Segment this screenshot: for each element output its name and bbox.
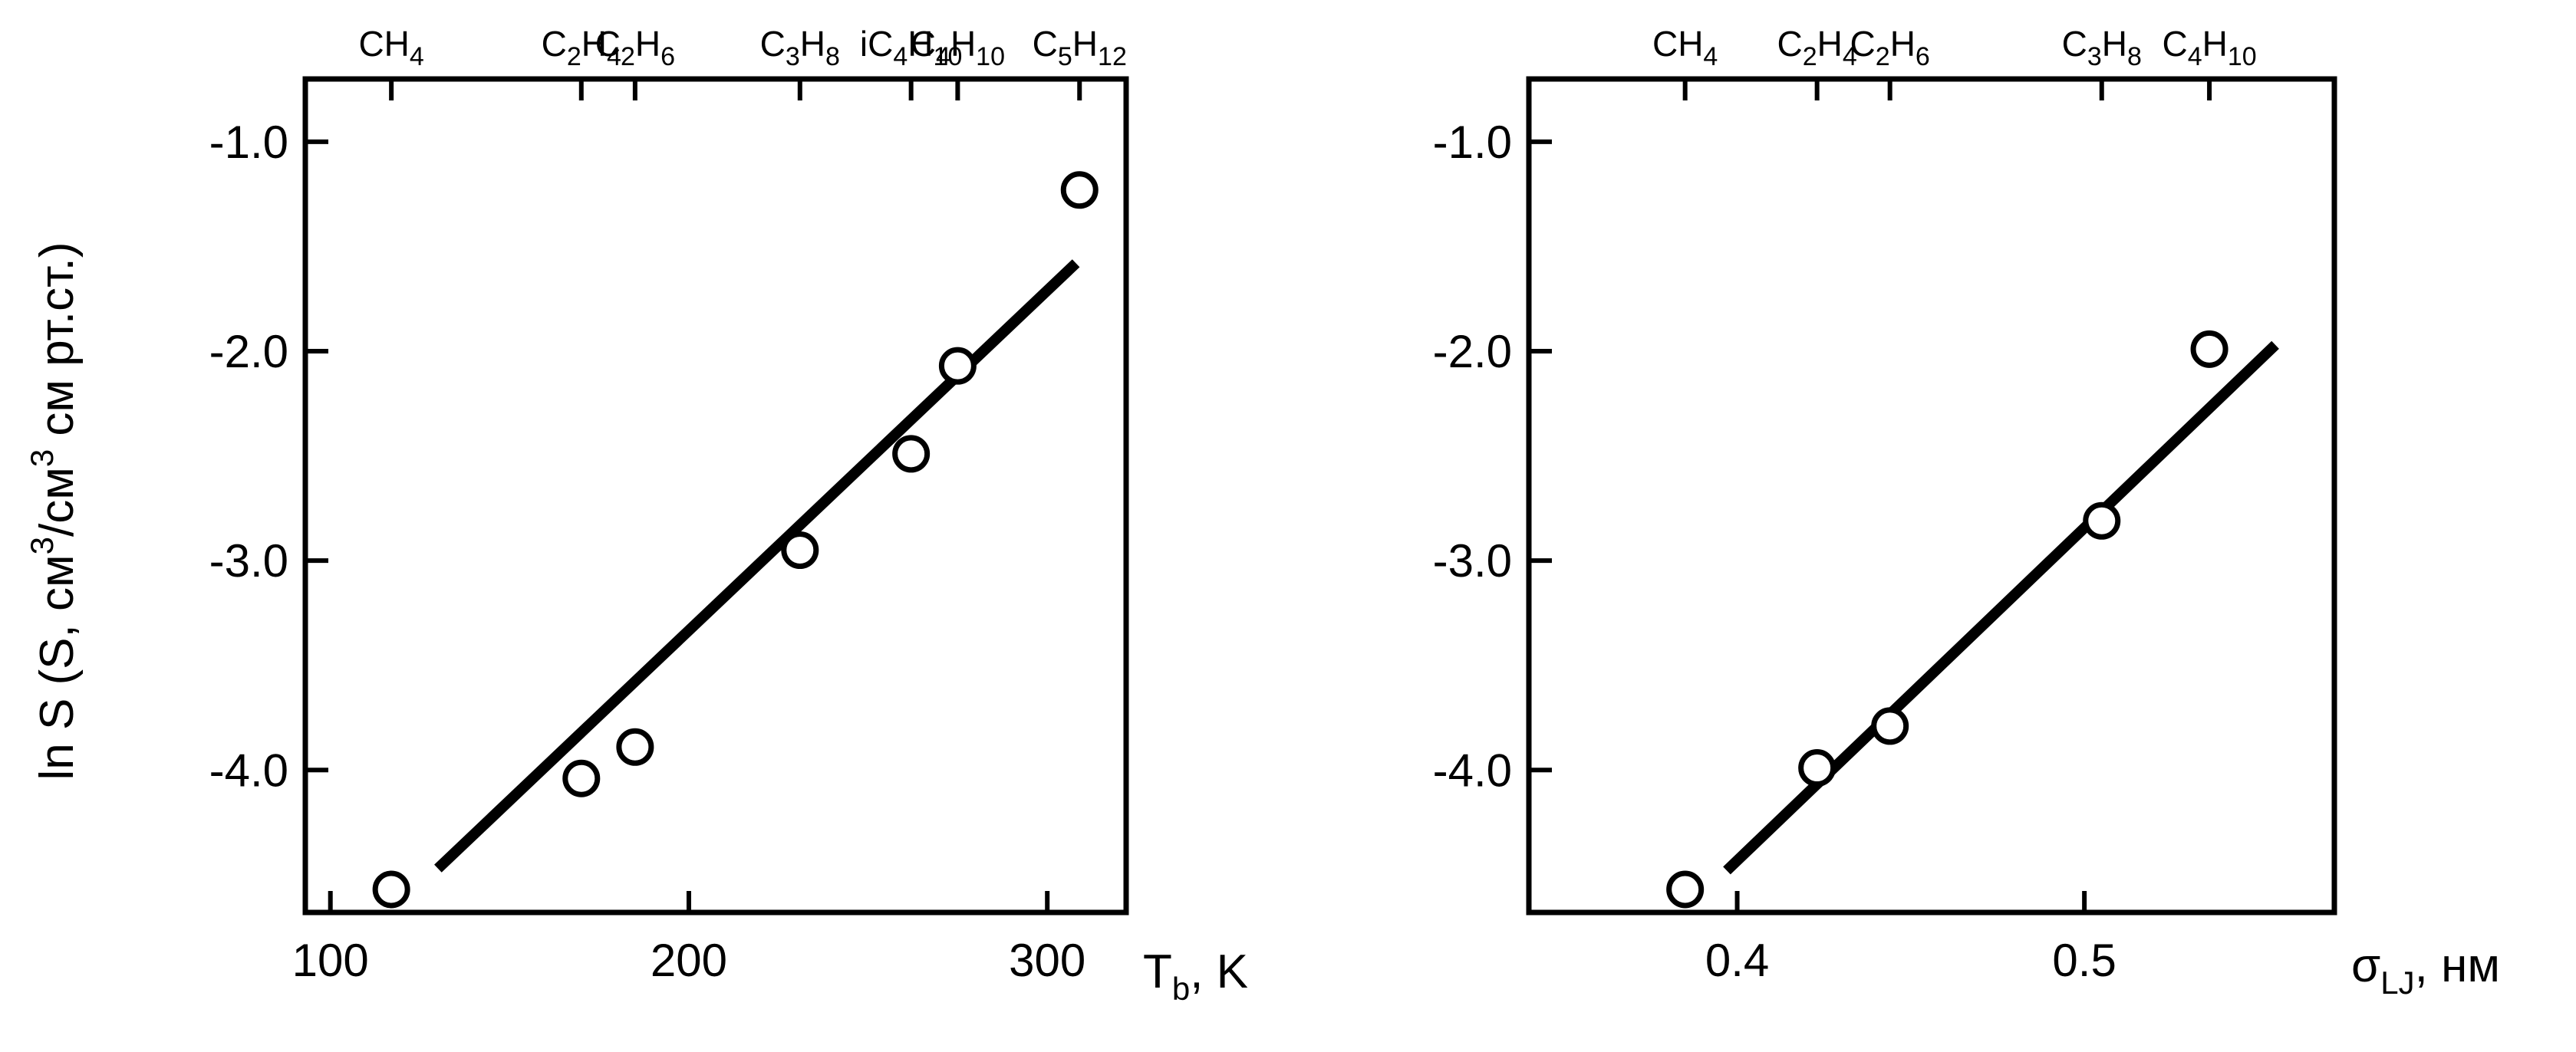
y-tick-label: -1.0 [209, 117, 288, 168]
data-point [1060, 171, 1099, 209]
compound-label: CH4 [358, 24, 423, 71]
data-point [562, 759, 601, 797]
y-tick-label: -1.0 [1433, 117, 1512, 168]
data-point [1871, 707, 1909, 745]
data-point [2190, 330, 2228, 368]
x-tick-label: 300 [1009, 935, 1085, 986]
data-point [1666, 870, 1705, 909]
data-point [616, 728, 654, 766]
plot-frame [302, 76, 1129, 916]
x-tick-label: 200 [651, 935, 727, 986]
compound-label: C2H4 [542, 24, 621, 71]
fit-line [434, 259, 1080, 873]
data-point [372, 870, 410, 909]
compound-label: C4H10 [2162, 24, 2256, 71]
y-tick-label: -2.0 [209, 326, 288, 377]
compound-label: C5H12 [1033, 24, 1127, 71]
x-axis-title: σLJ, нм [2351, 939, 2500, 1001]
y-axis-title: ln S (S, см3/см3 см рт.ст.) [24, 242, 84, 780]
compound-label: C3H8 [2062, 24, 2142, 71]
compound-label: C3H8 [760, 24, 840, 71]
data-point [892, 435, 931, 473]
compound-label: C4H10 [911, 24, 1005, 71]
compound-label: C2H6 [1850, 24, 1930, 71]
plot-frame [1526, 76, 2337, 916]
compound-label: C2H4 [1777, 24, 1856, 71]
y-tick-label: -4.0 [1433, 745, 1512, 796]
data-point [1798, 749, 1836, 787]
x-tick-label: 100 [292, 935, 369, 986]
data-point [2083, 501, 2121, 540]
x-tick-label: 0.4 [1705, 935, 1769, 986]
x-axis-title: Tb, K [1143, 945, 1248, 1007]
y-tick-label: -3.0 [1433, 535, 1512, 587]
data-point [781, 531, 819, 570]
data-point [938, 347, 977, 385]
compound-label: C2H6 [595, 24, 675, 71]
y-tick-label: -2.0 [1433, 326, 1512, 377]
y-tick-label: -4.0 [209, 745, 288, 796]
x-tick-label: 0.5 [2052, 935, 2116, 986]
compound-label: CH4 [1652, 24, 1718, 71]
fit-line [1723, 340, 2279, 875]
y-tick-label: -3.0 [209, 535, 288, 587]
compound-label: iC4H10 [860, 24, 962, 71]
